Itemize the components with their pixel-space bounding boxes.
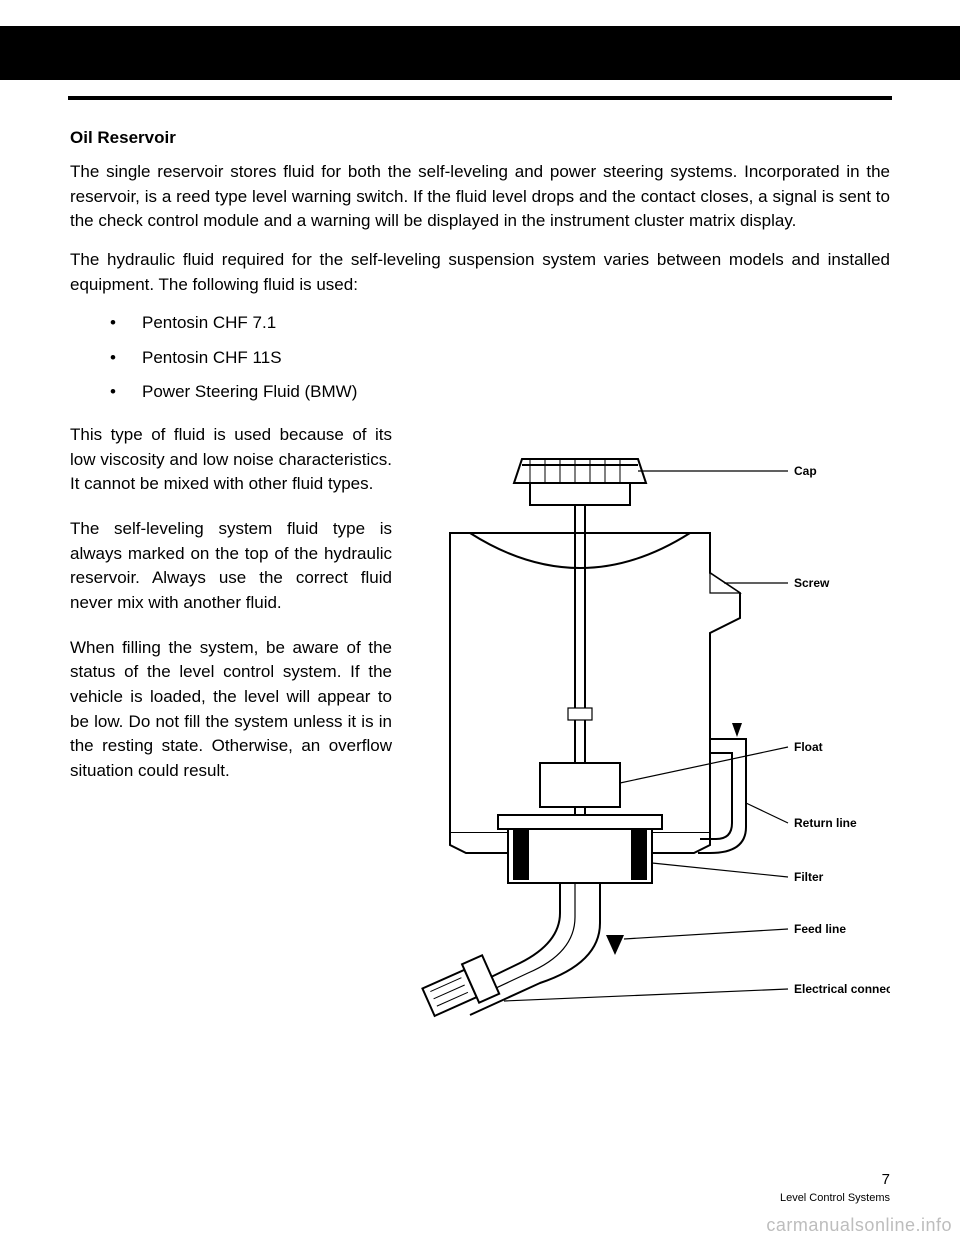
two-column-row: This type of fluid is used because of it…: [70, 423, 890, 1053]
bullet-list: • Pentosin CHF 7.1 • Pentosin CHF 11S • …: [70, 311, 890, 405]
list-item: • Pentosin CHF 7.1: [70, 311, 890, 336]
label-electrical-connector: Electrical connector: [794, 982, 890, 996]
left-text-column: This type of fluid is used because of it…: [70, 423, 410, 803]
paragraph-5: When filling the system, be aware of the…: [70, 636, 392, 784]
footer-title: Level Control Systems: [780, 1192, 890, 1204]
label-feed-line: Feed line: [794, 922, 846, 936]
paragraph-2: The hydraulic fluid required for the sel…: [70, 248, 890, 297]
reservoir-diagram: Cap Screw Float Return line Filter Feed …: [410, 423, 890, 1053]
bullet-text: Pentosin CHF 7.1: [142, 311, 276, 336]
bullet-text: Pentosin CHF 11S: [142, 346, 282, 371]
watermark: carmanualsonline.info: [766, 1215, 952, 1236]
header-black-bar: [0, 26, 960, 80]
list-item: • Power Steering Fluid (BMW): [70, 380, 890, 405]
label-screw: Screw: [794, 576, 830, 590]
label-filter: Filter: [794, 870, 824, 884]
paragraph-4: The self-leveling system fluid type is a…: [70, 517, 392, 616]
bullet-dot: •: [70, 380, 142, 405]
section-heading: Oil Reservoir: [70, 128, 890, 148]
list-item: • Pentosin CHF 11S: [70, 346, 890, 371]
paragraph-3: This type of fluid is used because of it…: [70, 423, 392, 497]
label-return-line: Return line: [794, 816, 857, 830]
reservoir-svg: Cap Screw Float Return line Filter Feed …: [410, 423, 890, 1053]
page: Oil Reservoir The single reservoir store…: [0, 0, 960, 1242]
header-rule: [68, 96, 892, 100]
page-number: 7: [882, 1171, 890, 1188]
paragraph-1: The single reservoir stores fluid for bo…: [70, 160, 890, 234]
bullet-dot: •: [70, 311, 142, 336]
content-area: Oil Reservoir The single reservoir store…: [70, 128, 890, 1053]
bullet-dot: •: [70, 346, 142, 371]
label-cap: Cap: [794, 464, 817, 478]
bullet-text: Power Steering Fluid (BMW): [142, 380, 357, 405]
label-float: Float: [794, 740, 823, 754]
